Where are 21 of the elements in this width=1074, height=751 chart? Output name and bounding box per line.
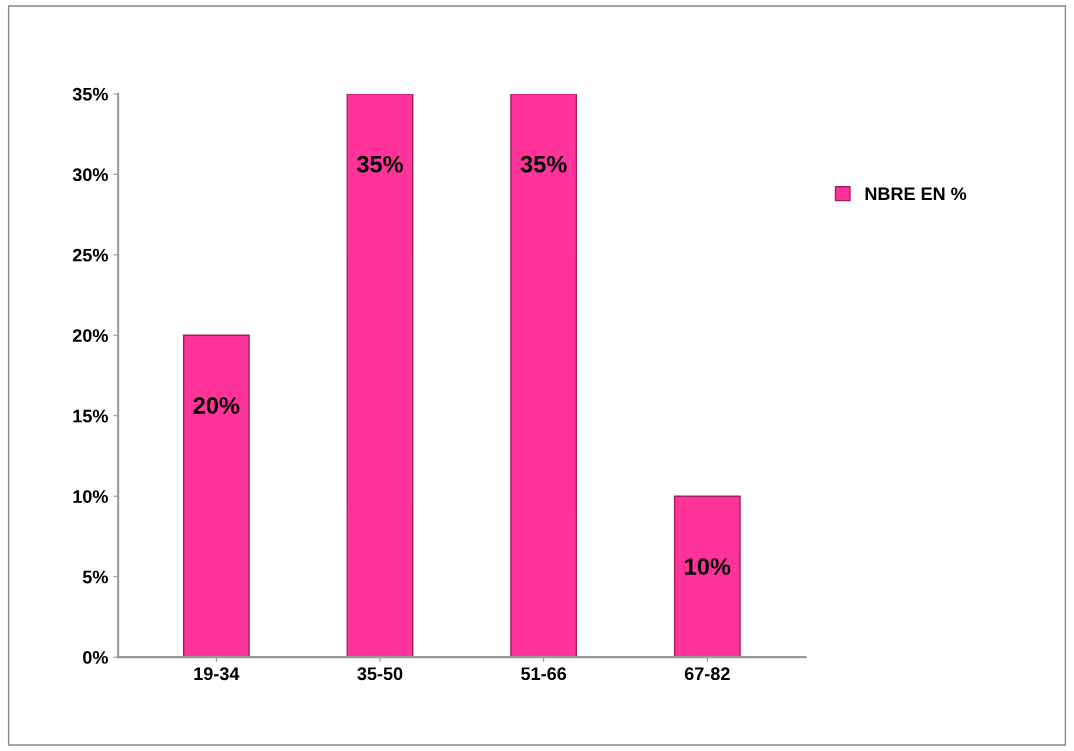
bar (673, 495, 741, 658)
y-tick-label: 35% (72, 87, 108, 101)
bar (346, 93, 414, 658)
data-label: 10% (685, 558, 731, 575)
data-label: 35% (356, 155, 403, 173)
data-label: 20% (193, 397, 240, 414)
y-tick-label: 30% (72, 168, 108, 182)
y-tick-label: 10% (73, 490, 108, 503)
data-label: 35% (520, 155, 567, 173)
y-tick-label: 15% (73, 409, 108, 423)
y-tick-label: 0% (83, 651, 108, 664)
bar (182, 334, 250, 658)
x-tick-label: 51-66 (521, 667, 567, 681)
y-tick-label: 20% (72, 329, 108, 342)
legend-label: NBRE EN % (865, 187, 967, 201)
y-tick-label: 25% (72, 248, 108, 262)
x-tick-label: 19-34 (194, 667, 240, 681)
bar (510, 93, 578, 658)
x-tick-label: 67-82 (684, 667, 730, 681)
y-tick-label: 5% (82, 570, 108, 584)
x-tick-label: 35-50 (357, 667, 403, 681)
